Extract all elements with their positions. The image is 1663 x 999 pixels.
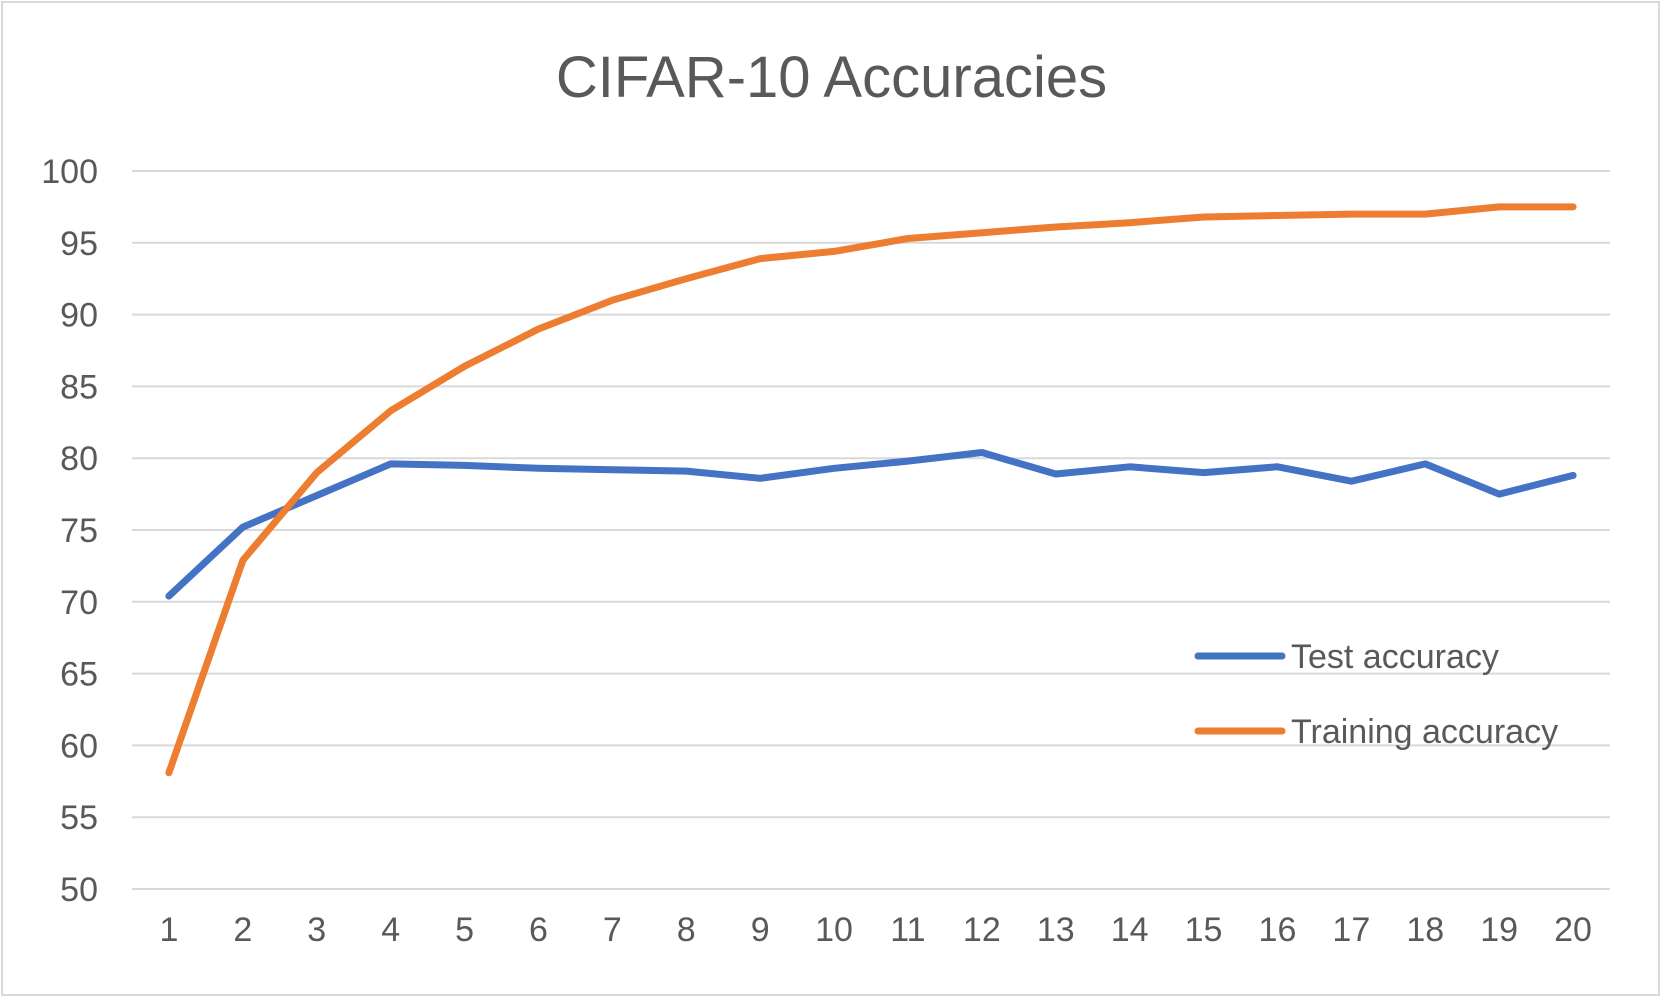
x-tick-label: 10 [815,911,853,949]
legend-label: Test accuracy [1291,638,1499,676]
x-tick-label: 11 [890,911,925,949]
x-tick-label: 9 [751,911,770,949]
legend: Test accuracy Training accuracy [1194,638,1558,751]
y-tick-label: 75 [60,512,98,550]
chart-title: CIFAR-10 Accuracies [555,45,1108,110]
x-tick-label: 8 [677,911,696,949]
series-line-training-accuracy [165,203,1577,777]
y-axis-tick-labels: 50 55 60 65 70 75 80 85 90 95 100 [41,153,98,909]
x-tick-label: 1 [159,911,178,949]
series-lines [165,203,1577,777]
y-tick-label: 70 [60,584,98,622]
x-tick-label: 2 [233,911,252,949]
y-tick-label: 60 [60,727,98,765]
x-tick-label: 4 [381,911,400,949]
y-tick-label: 85 [60,368,98,406]
x-tick-label: 5 [455,911,474,949]
y-tick-label: 80 [60,440,98,478]
y-tick-label: 100 [41,153,98,191]
y-tick-label: 55 [60,799,98,837]
y-tick-label: 50 [60,871,98,909]
series-line-test-accuracy [165,449,1577,600]
x-tick-label: 15 [1185,911,1223,949]
x-tick-label: 19 [1480,911,1518,949]
x-tick-label: 3 [307,911,326,949]
gridlines [132,170,1610,890]
legend-label: Training accuracy [1291,713,1558,751]
x-tick-label: 12 [963,911,1001,949]
x-tick-label: 7 [603,911,622,949]
x-tick-label: 17 [1332,911,1370,949]
y-tick-label: 95 [60,225,98,263]
x-tick-label: 18 [1406,911,1444,949]
y-tick-label: 65 [60,656,98,694]
x-tick-label: 13 [1037,911,1075,949]
x-tick-label: 6 [529,911,548,949]
x-tick-label: 16 [1259,911,1297,949]
y-tick-label: 90 [60,297,98,335]
x-tick-label: 20 [1554,911,1592,949]
x-axis-tick-labels: 1 2 3 4 5 6 7 8 9 10 11 12 13 14 15 16 17 18 19 20 [159,911,1591,949]
x-tick-label: 14 [1111,911,1149,949]
